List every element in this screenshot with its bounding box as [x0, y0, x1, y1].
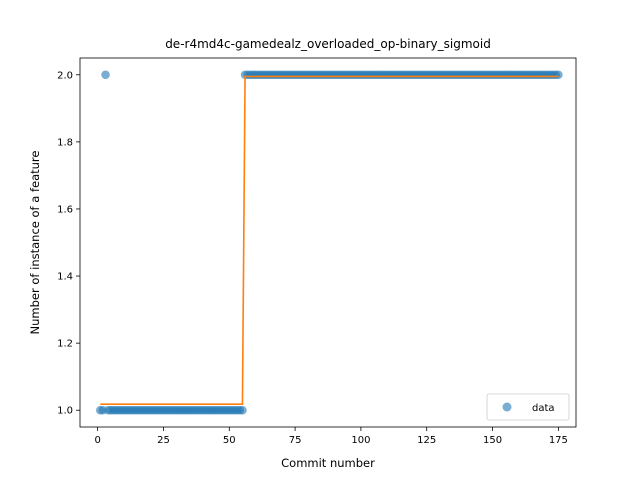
- sigmoid-fit-line: [100, 75, 559, 405]
- y-tick-label: 1.2: [57, 339, 73, 350]
- y-axis-ticks: 1.0 1.2 1.4 1.6 1.8 2.0: [57, 70, 80, 417]
- x-axis-ticks: 0 25 50 75 100 125 150 175: [94, 427, 568, 446]
- data-point: [554, 70, 563, 80]
- x-tick-label: 100: [351, 435, 370, 446]
- legend-label: data: [532, 403, 555, 414]
- plot-area: [80, 58, 576, 427]
- fit-lines: [100, 75, 559, 405]
- x-tick-label: 175: [549, 435, 568, 446]
- y-tick-label: 1.4: [57, 272, 73, 283]
- y-tick-label: 1.6: [57, 204, 73, 215]
- x-tick-label: 0: [94, 435, 100, 446]
- data-point: [238, 405, 247, 415]
- y-axis-label: Number of instance of a feature: [28, 151, 42, 335]
- x-tick-label: 50: [223, 435, 236, 446]
- x-tick-label: 150: [483, 435, 502, 446]
- x-axis-label: Commit number: [281, 456, 375, 470]
- legend: data: [486, 393, 570, 421]
- chart-title: de-r4md4c-gamedealz_overloaded_op-binary…: [165, 37, 491, 51]
- y-tick-label: 1.8: [57, 137, 73, 148]
- data-point: [101, 70, 110, 80]
- y-tick-label: 2.0: [57, 70, 73, 81]
- x-tick-label: 125: [417, 435, 436, 446]
- legend-box: [486, 393, 570, 421]
- plot-frame: [79, 57, 577, 428]
- x-tick-label: 75: [289, 435, 302, 446]
- x-tick-label: 25: [157, 435, 170, 446]
- y-tick-label: 1.0: [57, 406, 73, 417]
- legend-marker: [502, 402, 512, 412]
